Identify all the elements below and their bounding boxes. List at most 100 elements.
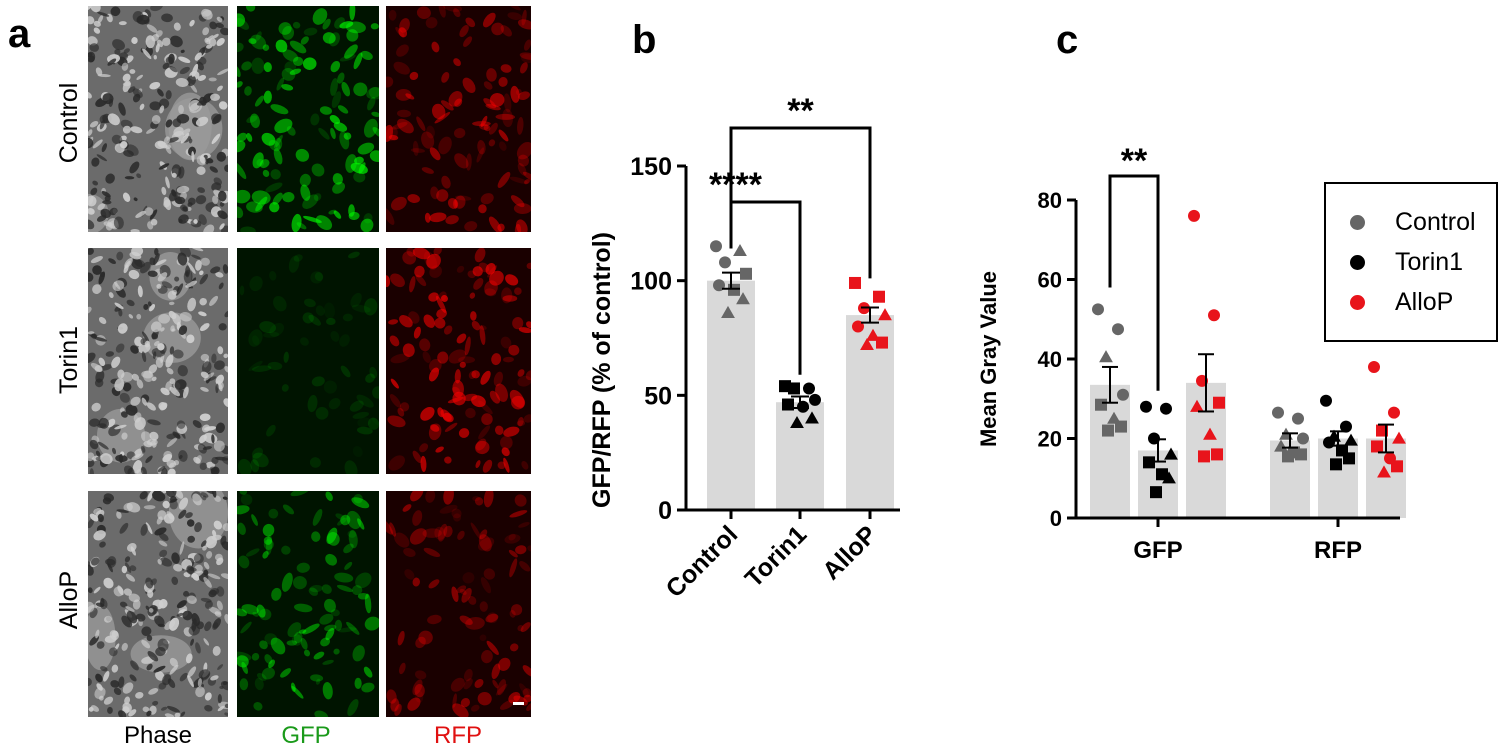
y-tick-label-b: 0 (658, 497, 672, 525)
y-tick-label-b: 100 (630, 268, 672, 296)
point-c-rfp-control (1295, 448, 1307, 461)
point-c-rfp-control (1282, 450, 1294, 463)
y-tick-label-c: 20 (1038, 427, 1062, 452)
x-tick-label-b-allop: AlloP (817, 520, 882, 585)
point-b-torin1 (797, 400, 809, 413)
point-b-control (728, 283, 740, 296)
micrograph-allop-phase (88, 491, 228, 717)
point-c-rfp-control (1297, 432, 1309, 445)
micrograph-torin1-phase (88, 248, 228, 474)
point-c-rfp-torin1 (1323, 436, 1335, 449)
x-tick-label-c-gfp: GFP (1133, 537, 1182, 564)
chart-c-legend: Control Torin1 AlloP (1324, 182, 1498, 342)
point-b-torin1 (809, 393, 821, 406)
panel-letter-b: b (632, 18, 657, 62)
significance-bracket-c (1108, 174, 1160, 391)
legend-label-torin1: Torin1 (1395, 247, 1464, 276)
y-axis-label-c: Mean Gray Value (976, 271, 1001, 447)
point-c-rfp-allop (1391, 460, 1403, 473)
point-c-gfp-control (1092, 303, 1104, 316)
point-c-gfp-control (1095, 398, 1107, 411)
point-b-control (736, 292, 750, 305)
point-c-gfp-allop (1203, 427, 1217, 440)
significance-label-c: ** (1121, 142, 1148, 180)
significance-bracket-b (729, 126, 872, 279)
point-c-rfp-torin1 (1344, 433, 1358, 446)
point-b-control (721, 305, 735, 318)
column-label-rfp: RFP (434, 722, 482, 749)
legend-marker-allop (1350, 294, 1365, 310)
point-c-rfp-torin1 (1330, 458, 1342, 471)
point-c-gfp-control (1102, 424, 1114, 437)
panel-letter-a: a (8, 12, 31, 56)
point-c-rfp-allop (1368, 360, 1380, 373)
micrograph-control-phase (88, 6, 228, 232)
micrograph-allop-gfp (237, 491, 379, 717)
bar-b-torin1 (776, 402, 824, 510)
chart-c-mean-gray: 0 20 40 60 80 GFP RFP Mean Gray Value ** (976, 142, 1406, 564)
scale-bar (513, 702, 524, 705)
point-c-gfp-allop (1188, 209, 1200, 222)
legend-label-allop: AlloP (1395, 287, 1454, 316)
point-b-allop (873, 290, 885, 303)
row-label-torin1: Torin1 (55, 325, 83, 395)
point-c-rfp-allop (1388, 406, 1400, 419)
point-b-control (710, 240, 722, 253)
point-c-rfp-control (1272, 406, 1284, 419)
point-c-gfp-control (1099, 350, 1113, 363)
point-c-rfp-torin1 (1343, 452, 1355, 465)
point-c-gfp-allop (1208, 309, 1220, 322)
point-c-gfp-allop (1211, 448, 1223, 461)
point-b-control (740, 267, 752, 280)
point-b-allop (876, 336, 888, 349)
point-c-rfp-torin1 (1320, 394, 1332, 407)
point-b-allop (860, 337, 874, 351)
point-b-torin1 (803, 382, 815, 395)
row-label-allop: AlloP (55, 570, 83, 630)
point-c-gfp-torin1 (1160, 402, 1172, 415)
point-b-torin1 (805, 411, 819, 424)
x-tick-label-b-control: Control (661, 520, 744, 603)
point-b-allop (849, 276, 861, 289)
bar-b-control (707, 280, 755, 510)
y-axis-label-b: GFP/RFP (% of control) (588, 232, 616, 508)
point-b-torin1 (788, 382, 800, 395)
point-b-control (733, 243, 747, 257)
y-tick-label-b: 50 (644, 382, 672, 410)
y-tick-label-c: 60 (1038, 268, 1062, 293)
point-c-gfp-allop (1190, 399, 1204, 412)
point-c-gfp-torin1 (1140, 400, 1152, 413)
legend-marker-control (1350, 214, 1365, 230)
y-tick-label-c: 0 (1050, 506, 1062, 531)
column-label-phase: Phase (123, 722, 193, 749)
point-c-gfp-torin1 (1143, 456, 1155, 469)
micrograph-torin1-rfp (386, 248, 531, 474)
y-tick-label-b: 150 (630, 153, 672, 181)
legend-item-control: Control (1326, 202, 1476, 242)
point-c-gfp-torin1 (1150, 486, 1162, 499)
point-c-gfp-torin1 (1164, 447, 1178, 460)
x-tick-label-c-rfp: RFP (1314, 537, 1362, 564)
point-c-rfp-control (1292, 412, 1304, 425)
point-c-rfp-allop (1392, 431, 1406, 444)
point-c-rfp-allop (1371, 440, 1383, 453)
point-b-control (719, 256, 731, 269)
y-tick-label-c: 40 (1038, 347, 1062, 372)
x-tick-label-b-torin1: Torin1 (740, 520, 813, 593)
point-c-gfp-torin1 (1162, 471, 1176, 484)
legend-marker-torin1 (1350, 254, 1365, 270)
micrograph-allop-rfp (386, 491, 531, 717)
point-c-gfp-control (1112, 323, 1124, 336)
point-c-rfp-allop (1377, 465, 1391, 478)
point-b-torin1 (790, 415, 804, 429)
micrograph-control-rfp (386, 6, 531, 232)
significance-label-b: **** (709, 166, 763, 204)
point-b-allop (878, 308, 892, 321)
legend-label-control: Control (1395, 207, 1476, 236)
significance-label-b: ** (787, 92, 814, 130)
micrograph-torin1-gfp (237, 248, 379, 474)
legend-item-torin1: Torin1 (1326, 242, 1463, 282)
point-c-gfp-allop (1198, 450, 1210, 463)
point-c-gfp-control (1115, 420, 1127, 433)
